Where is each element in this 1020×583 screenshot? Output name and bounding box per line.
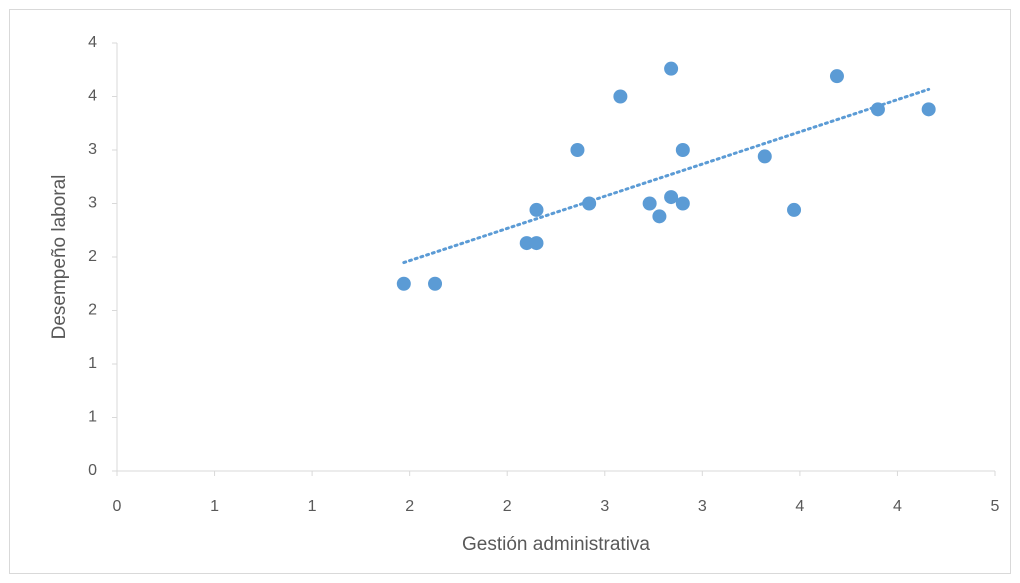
y-tick-label: 1 — [88, 409, 97, 426]
x-axis-title: Gestión administrativa — [462, 534, 650, 555]
x-tick-label: 4 — [893, 498, 902, 515]
point — [570, 143, 585, 157]
point — [582, 196, 597, 211]
y-tick-label: 2 — [88, 248, 97, 265]
x-tick-label: 0 — [113, 498, 122, 515]
point — [652, 209, 667, 224]
point — [829, 69, 844, 84]
y-axis-title: Desempeño laboral — [49, 175, 70, 340]
point — [664, 190, 679, 205]
y-tick-label: 0 — [88, 462, 97, 479]
point — [675, 143, 690, 157]
point — [664, 61, 679, 76]
point — [396, 276, 411, 291]
point — [529, 202, 544, 217]
point — [613, 89, 628, 104]
x-tick-label: 2 — [503, 498, 512, 515]
point — [870, 102, 885, 117]
x-tick-label: 5 — [991, 498, 1000, 515]
y-tick-label: 4 — [88, 88, 97, 105]
point — [519, 236, 534, 251]
point — [787, 202, 802, 217]
point — [428, 276, 443, 291]
y-tick-label: 2 — [88, 302, 97, 319]
y-tick-label: 4 — [88, 34, 97, 51]
y-tick-label: 1 — [88, 355, 97, 372]
chart-border — [9, 9, 1011, 574]
trendline — [402, 87, 931, 265]
x-tick-label: 2 — [405, 498, 414, 515]
x-tick-label: 3 — [600, 498, 609, 515]
y-tick-label: 3 — [88, 141, 97, 158]
x-tick-label: 3 — [698, 498, 707, 515]
x-tick-label: 4 — [795, 498, 804, 515]
point — [757, 149, 772, 164]
y-tick-label: 3 — [88, 195, 97, 212]
point — [642, 196, 657, 211]
point — [675, 196, 690, 211]
point — [529, 236, 544, 251]
point — [921, 102, 936, 117]
x-tick-label: 1 — [210, 498, 219, 515]
x-tick-label: 1 — [308, 498, 317, 515]
